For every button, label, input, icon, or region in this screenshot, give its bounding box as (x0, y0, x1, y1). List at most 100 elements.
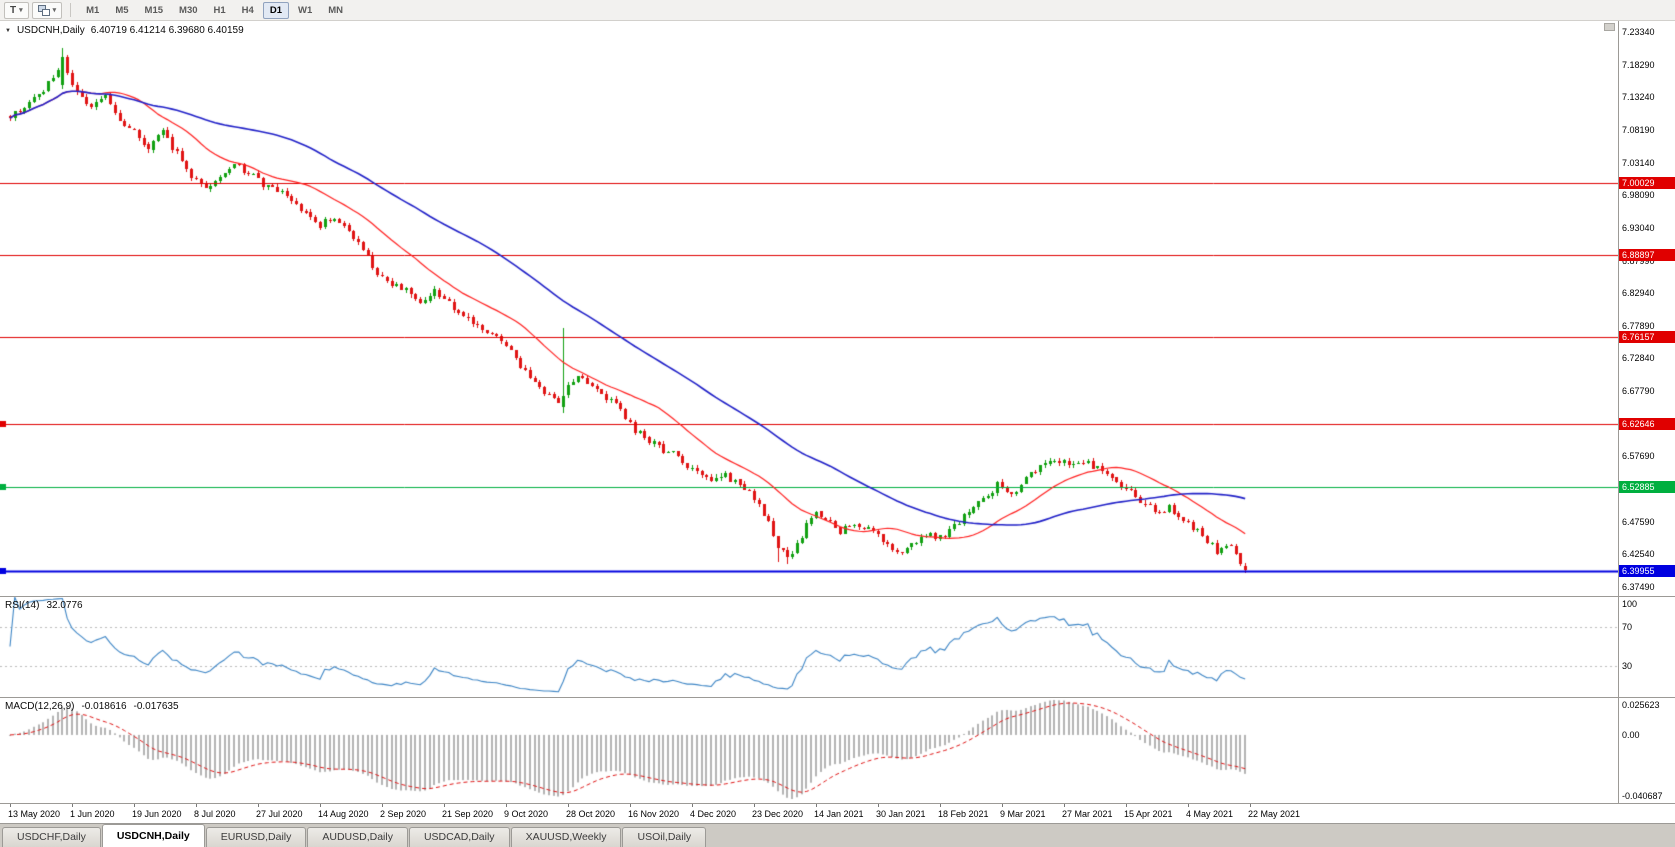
chart-shift-marker (1604, 23, 1615, 31)
chart-tab-usoil[interactable]: USOil,Daily (622, 827, 707, 847)
time-axis-tick (1250, 804, 1251, 807)
price-axis-tick: 6.77890 (1622, 320, 1655, 331)
rsi-indicator-label: RSI(14) 32.0776 (5, 600, 83, 611)
time-axis-label: 15 Apr 2021 (1124, 809, 1173, 819)
time-axis-tick (568, 804, 569, 807)
time-axis-tick (940, 804, 941, 807)
time-axis-tick (1188, 804, 1189, 807)
rsi-name: RSI(14) (5, 600, 40, 611)
price-axis-tick: 6.98090 (1622, 190, 1655, 201)
rsi-value: 32.0776 (46, 600, 83, 611)
tool-t-button[interactable]: T ▾ (4, 1, 29, 19)
macd-indicator-label: MACD(12,26,9) -0.018616 -0.017635 (5, 701, 179, 712)
chart-tab-usdcnh[interactable]: USDCNH,Daily (101, 824, 205, 847)
price-line-badge: 6.76157 (1619, 331, 1675, 344)
macd-signal-value: -0.017635 (133, 701, 179, 712)
price-axis-tick: 6.82940 (1622, 288, 1655, 299)
chart-tab-xauusd[interactable]: XAUUSD,Weekly (510, 827, 622, 847)
timeframe-button-w1[interactable]: W1 (291, 2, 319, 19)
time-axis-label: 2 Sep 2020 (380, 809, 427, 819)
chart-canvas[interactable] (0, 21, 1618, 803)
time-axis-label: 30 Jan 2021 (876, 809, 926, 819)
expand-arrow-icon[interactable]: ▼ (5, 27, 11, 34)
price-line-badge: 6.39955 (1619, 565, 1675, 578)
price-axis-tick: 7.08190 (1622, 124, 1655, 135)
price-line-badge: 7.00029 (1619, 176, 1675, 189)
rsi-axis-tick: 70 (1622, 621, 1633, 632)
macd-axis-tick: 0.025623 (1622, 700, 1660, 710)
chart-ohlc-values: 6.40719 6.41214 6.39680 6.40159 (90, 25, 244, 36)
timeframe-button-m5[interactable]: M5 (108, 2, 135, 19)
price-axis-tick: 6.93040 (1622, 222, 1655, 233)
time-axis-label: 21 Sep 2020 (442, 809, 494, 819)
time-axis-label: 27 Mar 2021 (1062, 809, 1113, 819)
chart-tab-usdcad[interactable]: USDCAD,Daily (408, 827, 510, 847)
chevron-down-icon: ▾ (19, 6, 23, 14)
rsi-axis-tick: 100 (1622, 599, 1638, 609)
macd-axis-tick: 0.00 (1622, 729, 1640, 740)
chart-symbol-label: USDCNH,Daily (16, 25, 85, 36)
toolbar: T ▾ ▾ M1 M5 M15 M30 H1 H4 D1 W1 MN (0, 0, 1675, 21)
price-axis-tick: 6.67790 (1622, 386, 1655, 397)
timeframe-button-d1[interactable]: D1 (262, 1, 289, 19)
chart-tab-audusd[interactable]: AUDUSD,Daily (307, 827, 408, 847)
price-line-badge: 6.62646 (1619, 418, 1675, 431)
timeframe-button-h4[interactable]: H4 (235, 2, 261, 19)
cascade-windows-icon (37, 4, 50, 16)
price-axis-tick: 6.42540 (1622, 549, 1655, 560)
time-axis-tick (10, 804, 11, 807)
macd-main-value: -0.018616 (81, 701, 127, 712)
time-axis: 13 May 2020 1 Jun 2020 19 Jun 2020 8 Jul 20… (0, 803, 1675, 823)
time-axis-tick (878, 804, 879, 807)
toolbar-separator (70, 3, 72, 17)
timeframe-button-m15[interactable]: M15 (138, 2, 170, 19)
timeframe-button-h1[interactable]: H1 (207, 2, 233, 19)
panel-divider[interactable] (0, 596, 1675, 597)
time-axis-label: 28 Oct 2020 (566, 809, 616, 819)
time-axis-tick (630, 804, 631, 807)
timeframe-button-m1[interactable]: M1 (79, 2, 106, 19)
time-axis-label: 18 Feb 2021 (938, 809, 989, 819)
price-axis-tick: 6.72840 (1622, 353, 1655, 364)
price-line-badge: 6.88897 (1619, 248, 1675, 261)
time-axis-tick (258, 804, 259, 807)
macd-axis-tick: -0.040687 (1622, 791, 1663, 801)
chevron-down-icon: ▾ (52, 6, 57, 14)
time-axis-tick (196, 804, 197, 807)
price-axis-tick: 6.37490 (1622, 582, 1655, 592)
price-axis-tick: 6.57690 (1622, 451, 1655, 462)
price-axis: 7.23340 7.18290 7.13240 7.08190 7.03140 6.980… (1619, 21, 1675, 803)
time-axis-label: 23 Dec 2020 (752, 809, 804, 819)
time-axis-label: 9 Mar 2021 (1000, 809, 1046, 819)
time-axis-label: 1 Jun 2020 (70, 809, 115, 819)
macd-name: MACD(12,26,9) (5, 701, 75, 712)
time-axis-label: 14 Jan 2021 (814, 809, 864, 819)
timeframe-button-m30[interactable]: M30 (172, 2, 204, 19)
time-axis-tick (382, 804, 383, 807)
time-axis-tick (506, 804, 507, 807)
price-axis-tick: 6.47590 (1622, 516, 1655, 527)
time-axis-label: 9 Oct 2020 (504, 809, 549, 819)
time-axis-tick (816, 804, 817, 807)
timeframe-button-mn[interactable]: MN (321, 2, 350, 19)
chart-tabs-bar: USDCHF,Daily USDCNH,Daily EURUSD,Daily AUDU… (0, 823, 1675, 847)
window-layout-button[interactable]: ▾ (31, 1, 63, 19)
time-axis-tick (692, 804, 693, 807)
chart-tab-eurusd[interactable]: EURUSD,Daily (205, 827, 307, 847)
axis-separator (1618, 21, 1619, 803)
rsi-axis-tick: 30 (1622, 661, 1633, 672)
price-axis-tick: 7.18290 (1622, 59, 1655, 70)
time-axis-label: 16 Nov 2020 (628, 809, 680, 819)
chart-title: ▼ USDCNH,Daily 6.40719 6.41214 6.39680 6… (5, 25, 244, 36)
time-axis-label: 14 Aug 2020 (318, 809, 369, 819)
time-axis-label: 13 May 2020 (8, 809, 61, 819)
timeframe-group: M1 M5 M15 M30 H1 H4 D1 W1 MN (79, 1, 350, 19)
time-axis-tick (1126, 804, 1127, 807)
time-axis-tick (134, 804, 135, 807)
time-axis-tick (1064, 804, 1065, 807)
panel-divider[interactable] (0, 697, 1675, 698)
time-axis-tick (1002, 804, 1003, 807)
chart-tab-usdchf[interactable]: USDCHF,Daily (2, 827, 101, 847)
time-axis-tick (754, 804, 755, 807)
